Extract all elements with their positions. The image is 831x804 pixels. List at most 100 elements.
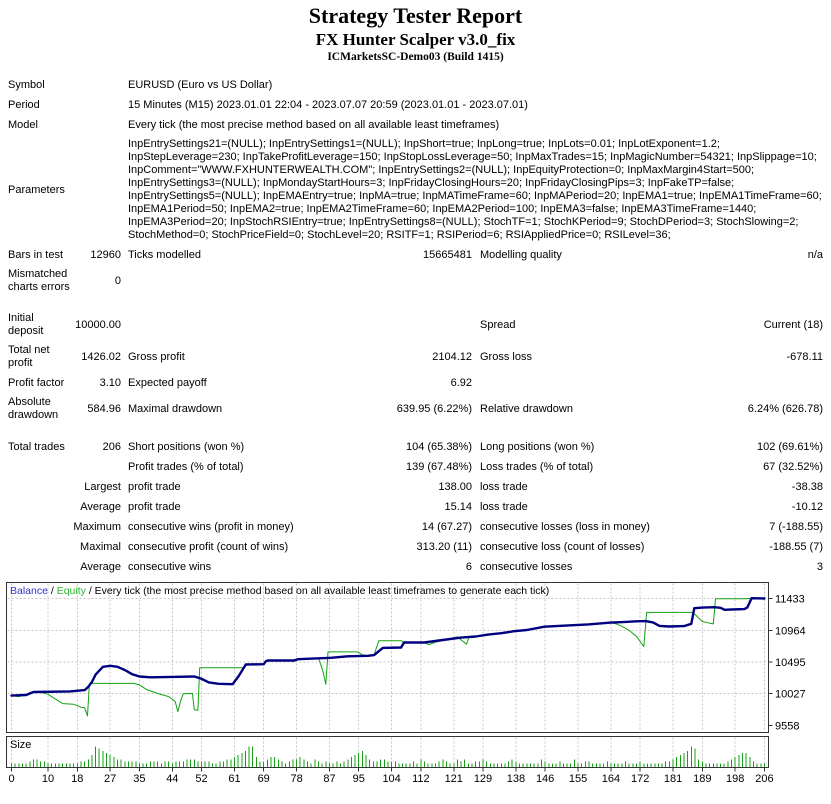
chart-legend: Balance / Equity / Every tick (the most … (10, 585, 549, 597)
row-label-2: profit trade (128, 480, 181, 493)
row-value-3: 102 (69.61%) (756, 440, 823, 453)
row-label-3: Loss trades (% of total) (480, 460, 594, 473)
row-label-2: Short positions (won %) (128, 440, 245, 453)
row-value-3: -10.12 (791, 500, 823, 513)
row-value-1: Average (80, 560, 121, 573)
table-row: Parameters InpEntrySettings21=(NULL); Inp… (8, 135, 823, 245)
row-value-wide: EURUSD (Euro vs US Dollar) (128, 78, 273, 91)
row-label-3: consecutive loss (count of losses) (480, 540, 645, 553)
row-value-2: 139 (67.48%) (405, 460, 472, 473)
row-value-3: Current (18) (763, 318, 823, 331)
row-value-2: 6.92 (450, 376, 472, 389)
row-label: Profit factor (8, 376, 65, 389)
balance-equity-chart: 11433 10964 10495 10027 9558 0 10 18 27 35 44 52 61 6… (6, 582, 829, 785)
x-axis-label: 87 (323, 773, 335, 784)
x-axis-label: 198 (726, 773, 744, 784)
row-label: Parameters (8, 183, 65, 196)
table-row: Symbol EURUSD (Euro vs US Dollar) (8, 75, 823, 95)
server-build: ICMarketsSC-Demo03 (Build 1415) (327, 51, 504, 63)
table-row: Bars in test 12960 Ticks modelled 15665481 M… (8, 245, 823, 265)
row-value-1: 10000.00 (75, 318, 121, 331)
page-title: Strategy Tester Report (308, 3, 523, 28)
row-label-2: Gross profit (128, 350, 185, 363)
table-row: Profit factor 3.10 Expected payoff 6.92 (8, 373, 823, 393)
row-label-2: consecutive wins (profit in money) (128, 520, 294, 533)
equity-legend-label: Equity (57, 585, 87, 597)
x-axis-label: 78 (290, 773, 302, 784)
table-row: Average profit trade 15.14 loss trade -10.12 (8, 497, 823, 517)
table-row: Largest profit trade 138.00 loss trade -38.3… (8, 477, 823, 497)
row-value-1: 206 (102, 440, 121, 453)
table-row: Total trades 206 Short positions (won %) 10… (8, 437, 823, 457)
row-label-2: consecutive profit (count of wins) (128, 540, 289, 553)
row-label: Symbol (8, 78, 45, 91)
row-label-3: Relative drawdown (480, 402, 573, 415)
row-value-1: 584.96 (87, 402, 121, 415)
table-row: Period 15 Minutes (M15) 2023.01.01 22:04 … (8, 95, 823, 115)
row-label-3: Spread (480, 318, 516, 331)
y-axis-label: 10964 (775, 625, 806, 637)
row-value-2: 15.14 (444, 500, 472, 513)
table-row: Maximal consecutive profit (count of wins… (8, 537, 823, 557)
row-value-2: 15665481 (423, 248, 472, 261)
x-axis-label: 138 (507, 773, 525, 784)
x-axis-label: 0 (8, 773, 14, 784)
y-axis-label: 11433 (775, 594, 805, 606)
row-value-1: Maximal (80, 540, 121, 553)
report-header: Strategy Tester Report FX Hunter Scalper… (0, 0, 831, 65)
x-axis-label: 35 (133, 773, 145, 784)
table-row: Total net profit 1426.02 Gross profit 2104.… (8, 341, 823, 373)
row-value-3: 3 (816, 560, 823, 573)
x-axis-label: 155 (569, 773, 587, 784)
y-axis-label: 10495 (775, 657, 806, 669)
x-axis-label: 69 (258, 773, 270, 784)
row-value-1: 3.10 (99, 376, 121, 389)
row-value-3: n/a (807, 248, 823, 261)
legend-separator: / (48, 585, 57, 597)
row-value-3: 7 (-188.55) (769, 520, 823, 533)
row-label-3: consecutive losses (loss in money) (480, 520, 650, 533)
row-label-3: Modelling quality (480, 248, 562, 261)
row-value-3: -188.55 (7) (769, 540, 823, 553)
x-axis-label: 146 (536, 773, 554, 784)
table-row: Absolute drawdown 584.96 Maximal drawdown 6… (8, 393, 823, 425)
row-label: Period (8, 98, 40, 111)
row-value-3: 6.24% (626.78) (747, 402, 823, 415)
row-value-2: 6 (465, 560, 472, 573)
x-axis-label: 121 (445, 773, 463, 784)
table-row: Profit trades (% of total) 139 (67.48%) Lo… (8, 457, 823, 477)
table-row: Maximum consecutive wins (profit in money… (8, 517, 823, 537)
row-value-2: 2104.12 (432, 350, 472, 363)
x-axis-label: 112 (412, 773, 430, 784)
table-row: Mismatched charts errors 0 (8, 265, 823, 297)
main-chart-panel (6, 582, 769, 733)
y-axis-label: 9558 (775, 721, 799, 733)
balance-legend-label: Balance (10, 585, 48, 597)
row-label-2: Profit trades (% of total) (128, 460, 244, 473)
row-label: Absolute drawdown (8, 396, 59, 421)
x-axis-label: 104 (382, 773, 400, 784)
row-label: Initial deposit (8, 312, 44, 337)
table-spacer (8, 425, 823, 437)
row-value-2: 104 (65.38%) (405, 440, 472, 453)
row-value-1: 12960 (90, 248, 121, 261)
x-axis-label: 206 (755, 773, 773, 784)
row-label: Total trades (8, 440, 65, 453)
row-label: Mismatched charts errors (8, 268, 70, 293)
x-axis-label: 189 (693, 773, 711, 784)
y-axis-label: 10027 (775, 689, 806, 701)
x-axis-label: 129 (474, 773, 492, 784)
tick-model-note: / Every tick (the most precise method ba… (86, 585, 549, 597)
row-value-3: -38.38 (791, 480, 823, 493)
table-row: Initial deposit 10000.00 Spread Current (18… (8, 309, 823, 341)
row-label: Bars in test (8, 248, 64, 261)
row-value-2: 138.00 (438, 480, 472, 493)
row-label-3: Long positions (won %) (480, 440, 595, 453)
row-value-1: 1426.02 (81, 350, 121, 363)
x-axis-label: 172 (631, 773, 649, 784)
row-value-1: 0 (114, 274, 121, 287)
row-label-2: consecutive wins (128, 560, 212, 573)
row-label: Model (8, 118, 38, 131)
table-spacer (8, 297, 823, 309)
